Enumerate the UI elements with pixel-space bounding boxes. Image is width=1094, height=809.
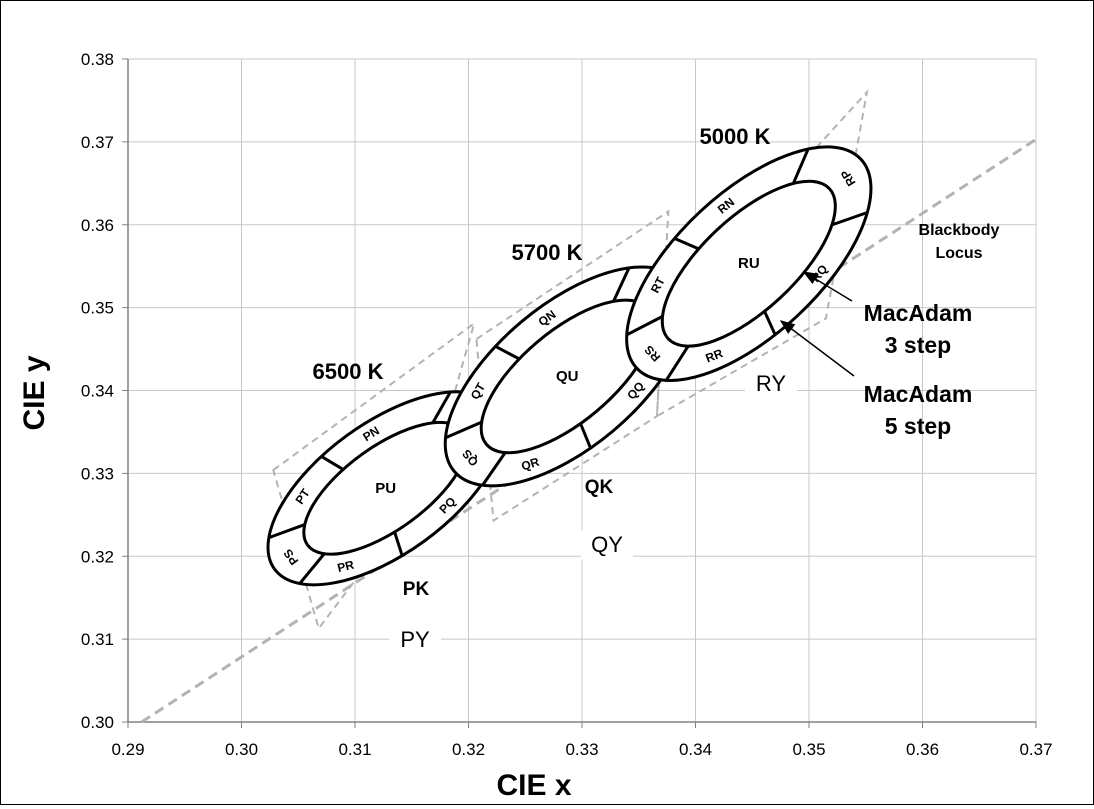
y-tick-label: 0.36 (81, 216, 114, 235)
y-bin-label: RY (756, 371, 786, 396)
x-tick-label: 0.36 (906, 740, 939, 759)
segment-label: RT (648, 274, 668, 295)
segment-divider (791, 148, 810, 185)
segment-label: QR (520, 455, 542, 474)
segment-divider (268, 523, 306, 540)
segment-divider (664, 345, 690, 382)
y-bin-label-box (745, 369, 797, 399)
macadam-3-arrow (802, 271, 853, 302)
macadam-5-label-line1: MacAdam (864, 381, 973, 407)
macadam-ellipses: PNPPPQPRPSPTQNQPQQQRQSQTRNRPRQRRRSRT (266, 145, 873, 587)
center-bin-label: RU (738, 255, 760, 272)
segment-divider (393, 531, 404, 557)
segment-divider (763, 310, 777, 336)
y-bin-label: QY (591, 532, 623, 557)
axes: 0.29 0.30 0.31 0.32 0.33 0.34 0.35 0.36 0.37 0.30… (81, 50, 1053, 759)
x-tick-label: 0.32 (452, 740, 485, 759)
y-tick-label: 0.32 (81, 547, 114, 566)
y-bin-label-box (389, 625, 441, 655)
y-tick-label: 0.35 (81, 299, 114, 318)
x-tick-label: 0.29 (111, 740, 144, 759)
segment-divider (481, 451, 507, 487)
y-axis-title: CIE y (18, 355, 51, 430)
segment-label: RR (704, 346, 726, 365)
y-tick-label: 0.37 (81, 133, 114, 152)
segment-divider (626, 315, 664, 337)
segment-divider (673, 237, 700, 251)
macadam-5-arrow (779, 320, 855, 377)
segment-divider (494, 345, 520, 361)
blackbody-label-line1: Blackbody (919, 222, 1000, 239)
macadam-5-label-line2: 5 step (885, 413, 951, 439)
cct-label: 5000 K (700, 124, 771, 149)
x-tick-label: 0.37 (1019, 740, 1052, 759)
macadam-3-label-line1: MacAdam (864, 300, 973, 326)
segment-divider (579, 422, 592, 449)
y-tick-label: 0.38 (81, 50, 114, 69)
x-tick-label: 0.30 (225, 740, 258, 759)
k-bin-label: PK (403, 579, 430, 600)
x-tick-label: 0.35 (792, 740, 825, 759)
y-bin-label-box (581, 530, 633, 560)
macadam-3-step-ellipse (660, 179, 837, 348)
segment-label: PR (336, 558, 356, 576)
cct-label: 5700 K (512, 240, 583, 265)
segment-divider (320, 455, 344, 471)
segment-divider (612, 267, 631, 303)
y-tick-label: 0.31 (81, 630, 114, 649)
blackbody-label-line2: Locus (935, 245, 982, 262)
cct-label: 6500 K (313, 359, 384, 384)
segment-divider (444, 420, 483, 440)
macadam-3-label-line2: 3 step (885, 332, 951, 358)
k-bin-label: QK (585, 477, 614, 498)
y-tick-label: 0.30 (81, 713, 114, 732)
x-tick-label: 0.31 (338, 740, 371, 759)
chart-labels: PU 6500 K PK PY QU 5700 K QK QY RU 5000 K RY MacAda… (313, 124, 973, 655)
y-bin-label: PY (400, 627, 430, 652)
segment-divider (431, 391, 452, 424)
x-axis-title: CIE x (496, 769, 571, 802)
y-tick-label: 0.33 (81, 464, 114, 483)
x-tick-label: 0.33 (565, 740, 598, 759)
segment-divider (831, 211, 868, 227)
y-tick-label: 0.34 (81, 382, 114, 401)
center-bin-label: QU (556, 368, 579, 385)
segment-divider (298, 552, 326, 585)
center-bin-label: PU (375, 480, 396, 497)
x-tick-label: 0.34 (679, 740, 712, 759)
